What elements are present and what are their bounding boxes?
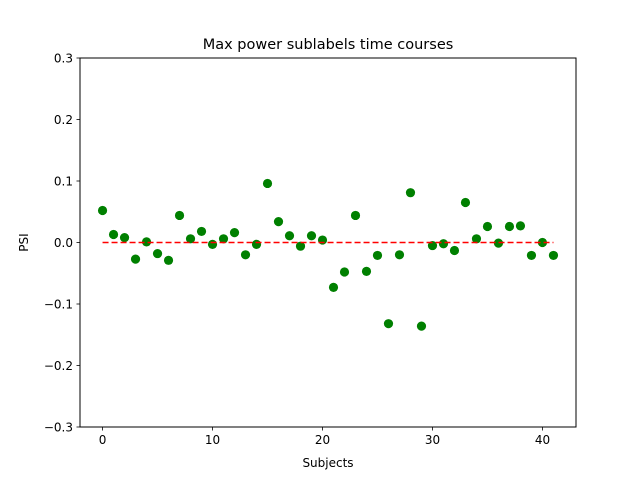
data-point [108, 229, 119, 240]
data-point [306, 231, 317, 241]
data-point [130, 254, 141, 264]
data-point [471, 234, 482, 244]
data-point [515, 221, 526, 231]
data-point [394, 250, 405, 260]
data-point [493, 238, 504, 248]
data-point [438, 239, 449, 249]
data-point [185, 234, 196, 244]
data-point [119, 232, 130, 243]
data-point [207, 239, 218, 249]
x-tick-label: 20 [315, 433, 330, 447]
data-point [328, 282, 339, 292]
data-point [526, 250, 537, 261]
y-tick-label: 0.3 [54, 52, 73, 66]
y-tick-label: 0.0 [54, 236, 73, 250]
data-point [262, 178, 273, 189]
plot-area [97, 178, 559, 331]
data-point [163, 255, 174, 265]
x-tick-label: 10 [205, 433, 220, 447]
data-point [174, 210, 185, 221]
chart-title: Max power sublabels time courses [203, 37, 454, 53]
x-axis-label: Subjects [302, 456, 353, 470]
data-point [273, 216, 284, 227]
x-tick-label: 40 [535, 433, 550, 447]
x-tick-label: 0 [99, 433, 107, 447]
y-tick-label: 0.2 [54, 113, 73, 127]
data-point [141, 237, 152, 247]
y-tick-label: 0.1 [54, 175, 73, 189]
y-tick-label: −0.3 [44, 421, 73, 435]
data-point [537, 237, 548, 248]
data-point [361, 266, 372, 277]
y-axis: −0.3 −0.2 −0.1 0.0 0.1 0.2 0.3 [44, 52, 80, 435]
data-point [350, 210, 361, 221]
data-point [218, 234, 229, 244]
y-tick-label: −0.1 [44, 298, 73, 312]
data-point [97, 205, 108, 216]
data-point [229, 228, 240, 238]
data-point [405, 188, 416, 198]
data-point [449, 245, 460, 256]
x-tick-label: 30 [425, 433, 440, 447]
data-point [482, 221, 493, 232]
data-point [284, 231, 295, 241]
data-point [504, 221, 515, 232]
data-point [460, 197, 471, 208]
data-point [240, 250, 251, 260]
data-point [548, 250, 559, 261]
y-axis-label: PSI [17, 233, 31, 251]
x-axis: 0 10 20 30 40 [99, 427, 550, 447]
data-point [152, 248, 163, 259]
data-point [372, 250, 383, 261]
data-point [383, 319, 394, 329]
y-tick-label: −0.2 [44, 359, 73, 373]
data-point [295, 241, 306, 251]
data-point [196, 226, 207, 237]
data-point [251, 239, 262, 249]
data-point [339, 267, 350, 277]
data-point [416, 321, 427, 331]
